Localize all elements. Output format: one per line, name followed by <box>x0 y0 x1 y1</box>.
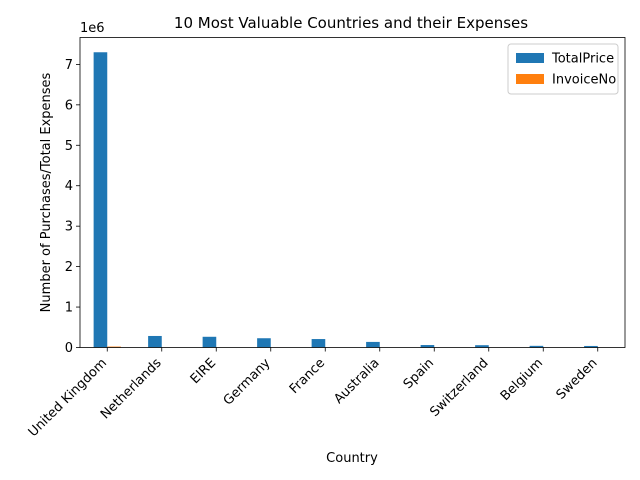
y-tick-label: 6 <box>65 98 73 113</box>
bar-invoiceno <box>107 346 121 348</box>
bar-totalprice <box>584 345 598 348</box>
y-tick-label: 5 <box>65 139 73 154</box>
y-axis: 0 1 2 3 4 5 6 7 <box>65 58 80 356</box>
x-axis-label: Country <box>326 451 378 466</box>
legend-label-totalprice: TotalPrice <box>551 52 614 67</box>
y-tick-label: 1 <box>65 301 73 316</box>
x-tick-label: Sweden <box>554 356 601 403</box>
x-tick-label: Australia <box>331 356 382 407</box>
x-tick-label: Belgium <box>498 356 546 404</box>
bars-layer <box>93 52 612 348</box>
x-tick-label: France <box>287 356 328 397</box>
plot-frame <box>79 37 626 348</box>
x-tick-label: EIRE <box>188 356 219 387</box>
chart-title: 10 Most Valuable Countries and their Exp… <box>174 14 528 32</box>
bar-totalprice <box>93 52 108 348</box>
y-tick-label: 3 <box>65 220 73 235</box>
y-tick-label: 7 <box>65 58 73 73</box>
bar-totalprice <box>420 345 435 348</box>
y-axis-label: Number of Purchases/Total Expenses <box>39 72 54 312</box>
bar-totalprice <box>366 341 380 348</box>
x-tick-label: Spain <box>401 356 437 392</box>
x-tick-label: Germany <box>221 356 274 409</box>
y-tick-label: 4 <box>65 179 73 194</box>
legend: TotalPrice InvoiceNo <box>507 43 619 95</box>
bar-totalprice <box>202 336 217 348</box>
y-axis-offset-text: 1e6 <box>80 21 105 36</box>
x-tick-label: United Kingdom <box>26 356 110 440</box>
bar-totalprice <box>257 338 271 348</box>
legend-swatch-totalprice <box>516 53 544 63</box>
y-tick-label: 2 <box>65 260 73 275</box>
x-tick-label: Switzerland <box>427 356 491 420</box>
bar-totalprice <box>148 335 162 348</box>
y-tick-label: 0 <box>65 341 73 356</box>
bar-totalprice <box>475 345 489 348</box>
legend-label-invoiceno: InvoiceNo <box>552 73 616 88</box>
legend-swatch-invoiceno <box>516 74 544 84</box>
bar-totalprice <box>529 345 544 348</box>
bar-totalprice <box>311 339 326 348</box>
